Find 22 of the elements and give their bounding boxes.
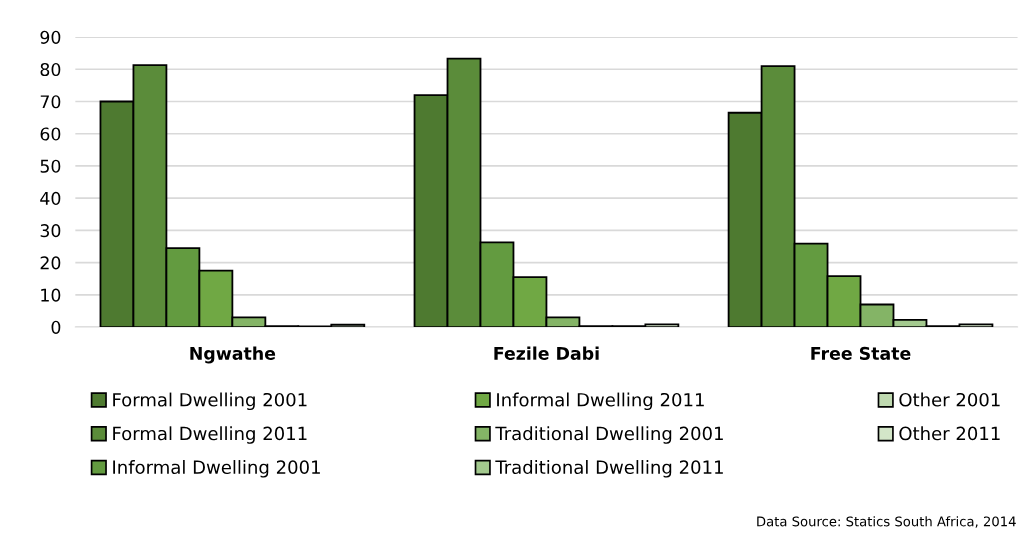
legend-label: Traditional Dwelling 2011 xyxy=(495,460,723,478)
y-tick-label: 70 xyxy=(40,95,61,109)
x-tick-label: Fezile Dabi xyxy=(494,346,599,360)
legend-label: Other 2001 xyxy=(899,392,1000,407)
legend-label: Informal Dwelling 2001 xyxy=(113,460,320,478)
y-tick-label: 50 xyxy=(40,159,61,173)
y-tick-label: 30 xyxy=(40,224,61,238)
legend-label: Other 2011 xyxy=(899,426,1000,441)
legend-label: Informal Dwelling 2011 xyxy=(497,392,704,411)
x-tick-label: Ngwathe xyxy=(190,346,276,364)
legend-label: Traditional Dwelling 2001 xyxy=(495,426,723,444)
y-tick-label: 20 xyxy=(40,256,61,270)
y-tick-label: 90 xyxy=(40,30,61,44)
y-tick-label: 10 xyxy=(41,288,61,302)
y-tick-label: 40 xyxy=(40,191,61,205)
y-tick-label: 80 xyxy=(40,62,61,77)
legend-label: Formal Dwelling 2011 xyxy=(113,426,307,444)
x-tick-label: Free State xyxy=(811,346,911,360)
source-note: Data Source: Statics South Africa, 2014 xyxy=(757,516,1016,528)
y-tick-label: 60 xyxy=(40,127,61,141)
y-tick-label: 0 xyxy=(51,320,61,334)
legend-label: Formal Dwelling 2001 xyxy=(113,392,307,411)
